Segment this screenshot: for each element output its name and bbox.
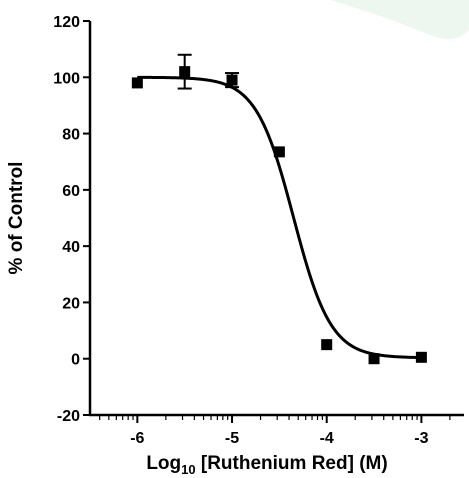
y-tick-label: 100 [53,70,80,87]
x-tick-label: -5 [225,430,239,447]
x-ticks: -6 -5 -4 -3 [99,415,451,447]
x-axis-label-subscript: 10 [181,462,195,477]
data-point [131,77,143,89]
y-tick-label: 20 [62,295,80,312]
y-tick-label: -20 [57,408,80,425]
data-points-layer [131,53,427,365]
x-axis-label-main: Log [146,453,181,474]
y-tick-label: 80 [62,127,80,144]
fit-curve-layer [137,75,422,360]
data-point [226,74,238,86]
background-leaf [330,0,469,39]
data-point [273,146,285,158]
fit-curve [137,75,422,360]
y-tick-label: 60 [62,183,80,200]
x-tick-label: -3 [414,430,428,447]
x-axis-label-rest: [Ruthenium Red] (M) [196,453,388,474]
data-point [321,339,333,351]
data-point [179,66,191,78]
y-tick-label: 120 [53,14,80,31]
x-tick-label: -4 [320,430,334,447]
y-tick-label: 40 [62,239,80,256]
y-ticks: -20 0 20 40 60 80 100 120 [53,14,90,425]
data-point [415,351,427,363]
axes [88,21,464,417]
x-axis-label: Log10 [Ruthenium Red] (M) [146,453,387,477]
y-tick-label: 0 [71,352,80,369]
x-tick-label: -6 [130,430,144,447]
y-axis-label: % of Control [6,162,27,275]
data-point [368,353,380,365]
